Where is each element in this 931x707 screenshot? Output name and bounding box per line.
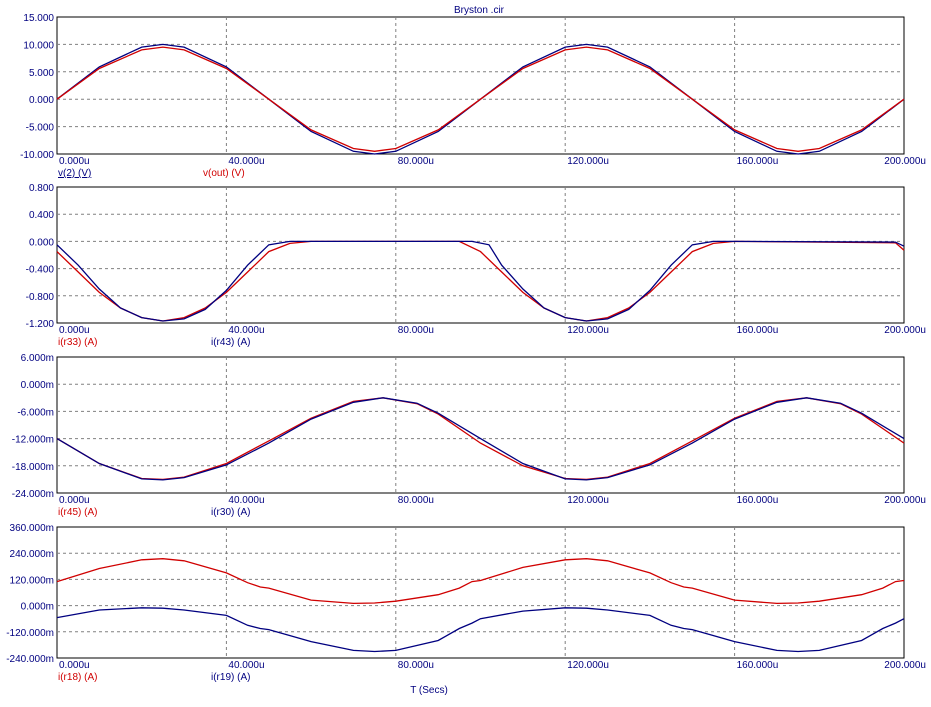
x-tick-label: 120.000u bbox=[567, 156, 609, 167]
y-tick-label: -0.800 bbox=[26, 292, 55, 303]
panel-2: 0.800 0.400 0.000 -0.400 -0.800 -1.200 0.000u 4… bbox=[26, 183, 926, 348]
panel-1: 15.000 10.000 5.000 0.000 -5.000 -10.000 0.000… bbox=[20, 13, 926, 179]
x-tick-label: 120.000u bbox=[567, 660, 609, 671]
x-tick-label: 0.000u bbox=[59, 660, 90, 671]
y-tick-label: -18.000m bbox=[12, 462, 54, 473]
x-tick-label: 0.000u bbox=[59, 156, 90, 167]
panels-group: 15.000 10.000 5.000 0.000 -5.000 -10.000 0.000… bbox=[6, 13, 926, 683]
x-tick-label: 200.000u bbox=[884, 325, 926, 336]
y-tick-label: -10.000 bbox=[20, 150, 54, 161]
chart-title: Bryston .cir bbox=[454, 5, 505, 16]
x-tick-label: 80.000u bbox=[398, 325, 434, 336]
legend-label: i(r30) (A) bbox=[211, 507, 250, 518]
y-tick-label: 15.000 bbox=[23, 13, 54, 24]
series-line-i(r43) bbox=[56, 240, 905, 322]
x-axis-label: T (Secs) bbox=[410, 685, 448, 696]
y-tick-label: 0.000m bbox=[21, 380, 54, 391]
y-tick-label: 240.000m bbox=[10, 549, 54, 560]
y-tick-label: -6.000m bbox=[17, 407, 54, 418]
x-tick-label: 120.000u bbox=[567, 495, 609, 506]
panel-3: 6.000m 0.000m -6.000m -12.000m -18.000m -24.0… bbox=[12, 353, 926, 518]
x-tick-label: 0.000u bbox=[59, 325, 90, 336]
y-tick-label: -12.000m bbox=[12, 435, 54, 446]
legend-label: i(r43) (A) bbox=[211, 337, 250, 348]
x-tick-label: 80.000u bbox=[398, 495, 434, 506]
legend-label: i(r33) (A) bbox=[58, 337, 97, 348]
x-tick-label: 160.000u bbox=[737, 660, 779, 671]
y-tick-label: 6.000m bbox=[21, 353, 54, 364]
y-tick-label: -24.000m bbox=[12, 489, 54, 500]
y-tick-label: 120.000m bbox=[10, 575, 54, 586]
y-tick-label: 0.800 bbox=[29, 183, 54, 194]
x-tick-label: 160.000u bbox=[737, 156, 779, 167]
series-line-i(r19) bbox=[56, 607, 905, 653]
x-tick-label: 40.000u bbox=[228, 325, 264, 336]
y-tick-label: 360.000m bbox=[10, 523, 54, 534]
y-tick-label: -0.400 bbox=[26, 265, 55, 276]
y-tick-label: 10.000 bbox=[23, 40, 54, 51]
x-tick-label: 200.000u bbox=[884, 495, 926, 506]
legend-label: v(out) (V) bbox=[203, 168, 245, 179]
x-tick-label: 40.000u bbox=[228, 156, 264, 167]
x-tick-label: 160.000u bbox=[737, 495, 779, 506]
x-tick-label: 160.000u bbox=[737, 325, 779, 336]
x-tick-label: 80.000u bbox=[398, 660, 434, 671]
panel-4: 360.000m 240.000m 120.000m 0.000m -120.000m -… bbox=[6, 523, 926, 683]
y-tick-label: 0.400 bbox=[29, 210, 54, 221]
legend-label: v(2) (V) bbox=[58, 168, 91, 179]
x-tick-label: 0.000u bbox=[59, 495, 90, 506]
y-tick-label: 0.000m bbox=[21, 602, 54, 613]
legend-label: i(r19) (A) bbox=[211, 672, 250, 683]
y-tick-label: 0.000 bbox=[29, 237, 54, 248]
legend-label: i(r45) (A) bbox=[58, 507, 97, 518]
y-tick-label: -5.000 bbox=[26, 123, 55, 134]
series-line-i(r33) bbox=[56, 240, 905, 322]
legend-label: i(r18) (A) bbox=[58, 672, 97, 683]
y-tick-label: 0.000 bbox=[29, 95, 54, 106]
x-tick-label: 40.000u bbox=[228, 660, 264, 671]
y-tick-label: -120.000m bbox=[6, 628, 54, 639]
series-line-i(r30) bbox=[56, 397, 905, 481]
x-tick-label: 200.000u bbox=[884, 156, 926, 167]
x-tick-label: 200.000u bbox=[884, 660, 926, 671]
y-tick-label: -240.000m bbox=[6, 654, 54, 665]
series-line-i(r18) bbox=[56, 558, 905, 605]
plot-frame bbox=[56, 526, 905, 659]
x-tick-label: 80.000u bbox=[398, 156, 434, 167]
plot-frame bbox=[56, 16, 905, 155]
x-tick-label: 120.000u bbox=[567, 325, 609, 336]
y-tick-label: -1.200 bbox=[26, 319, 55, 330]
series-line-v(out) bbox=[56, 46, 905, 152]
plot-frame bbox=[56, 356, 905, 494]
y-tick-label: 5.000 bbox=[29, 68, 54, 79]
plot-frame bbox=[56, 186, 905, 324]
x-tick-label: 40.000u bbox=[228, 495, 264, 506]
